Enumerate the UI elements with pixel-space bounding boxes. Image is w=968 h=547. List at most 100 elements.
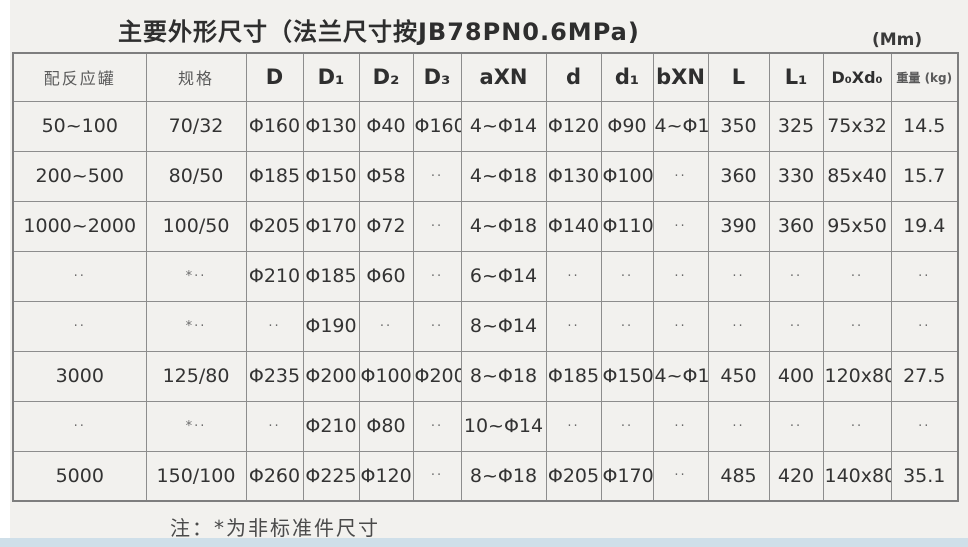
table-cell: Φ150 xyxy=(302,150,360,202)
table-cell: 400 xyxy=(768,350,824,402)
table-body: 50~100 70/32 Φ160 Φ130 Φ40 Φ160 4~Φ14 Φ120 Φ90 4~… xyxy=(12,100,959,502)
table-row: 3000 125/80 Φ235 Φ200 Φ100 Φ200 8~Φ18 Φ185 Φ150 4… xyxy=(12,350,959,402)
table-cell: Φ100 xyxy=(358,350,414,402)
table-cell: Φ160 xyxy=(245,100,304,152)
table-row: 50~100 70/32 Φ160 Φ130 Φ40 Φ160 4~Φ14 Φ120 Φ90 4~… xyxy=(12,100,959,152)
table-cell: 325 xyxy=(768,100,824,152)
table-cell: 95x50 xyxy=(822,200,892,252)
table-cell: ·· xyxy=(652,450,709,502)
table-cell: Φ170 xyxy=(302,200,360,252)
table-cell: ·· xyxy=(412,150,462,202)
footnote: 注：*为非标准件尺寸 xyxy=(170,516,380,540)
column-header: D₀Xd₀ xyxy=(822,52,892,102)
table-cell: ·· xyxy=(768,400,824,452)
table-cell: 485 xyxy=(707,450,770,502)
table-cell: ·· xyxy=(412,250,462,302)
table-cell: 100/50 xyxy=(145,200,247,252)
table-cell: 4~Φ18 xyxy=(460,150,547,202)
table-cell: Φ185 xyxy=(545,350,602,402)
table-cell: Φ150 xyxy=(600,350,654,402)
table-cell: 14.5 xyxy=(890,100,959,152)
table-cell: 420 xyxy=(768,450,824,502)
table-cell: 3000 xyxy=(12,350,147,402)
table-cell: Φ170 xyxy=(600,450,654,502)
table-cell: ·· xyxy=(412,200,462,252)
scan-bottom-edge xyxy=(0,538,968,547)
table-cell: Φ58 xyxy=(358,150,414,202)
table-cell: ·· xyxy=(600,300,654,352)
column-header: bXN xyxy=(652,52,709,102)
table-cell: 4~Φ14 xyxy=(652,100,709,152)
table-cell: Φ120 xyxy=(545,100,602,152)
table-cell: 360 xyxy=(768,200,824,252)
table-cell: *·· xyxy=(145,300,247,352)
table-cell: 125/80 xyxy=(145,350,247,402)
column-header: L₁ xyxy=(768,52,824,102)
table-cell: 150/100 xyxy=(145,450,247,502)
table-cell: ·· xyxy=(412,450,462,502)
column-header: D₂ xyxy=(358,52,414,102)
table-cell: ·· xyxy=(245,400,304,452)
table-cell: Φ100 xyxy=(600,150,654,202)
table-cell: ·· xyxy=(707,300,770,352)
table-cell: 15.7 xyxy=(890,150,959,202)
table-cell: ·· xyxy=(768,250,824,302)
column-header: L xyxy=(707,52,770,102)
table-cell: ·· xyxy=(245,300,304,352)
dimension-table: 配反应罐 规格 D D₁ D₂ D₃ aXN d d₁ bXN L L₁ D₀X… xyxy=(12,52,959,502)
table-cell: ·· xyxy=(890,400,959,452)
table-cell: Φ130 xyxy=(545,150,602,202)
table-cell: ·· xyxy=(652,400,709,452)
table-cell: Φ130 xyxy=(302,100,360,152)
table-cell: Φ60 xyxy=(358,250,414,302)
column-header: aXN xyxy=(460,52,547,102)
table-cell: 4~Φ18 xyxy=(460,200,547,252)
page-title: 主要外形尺寸（法兰尺寸按JB78PN0.6MPa) xyxy=(118,18,640,46)
table-cell: 75x32 xyxy=(822,100,892,152)
table-cell: ·· xyxy=(890,300,959,352)
table-cell: 120x80 xyxy=(822,350,892,402)
table-cell: 85x40 xyxy=(822,150,892,202)
table-cell: Φ260 xyxy=(245,450,304,502)
table-cell: 19.4 xyxy=(890,200,959,252)
table-cell: Φ90 xyxy=(600,100,654,152)
table-cell: ·· xyxy=(768,300,824,352)
table-cell: 4~Φ14 xyxy=(460,100,547,152)
table-cell: Φ210 xyxy=(302,400,360,452)
table-cell: ·· xyxy=(822,300,892,352)
table-cell: Φ225 xyxy=(302,450,360,502)
table-cell: Φ200 xyxy=(302,350,360,402)
table-cell: 6~Φ14 xyxy=(460,250,547,302)
table-cell: 27.5 xyxy=(890,350,959,402)
table-cell: ·· xyxy=(358,300,414,352)
table-cell: 360 xyxy=(707,150,770,202)
table-cell: ·· xyxy=(545,250,602,302)
table-cell: *·· xyxy=(145,250,247,302)
table-cell: 80/50 xyxy=(145,150,247,202)
column-header: 重量 (kg) xyxy=(890,52,959,102)
table-cell: 8~Φ14 xyxy=(460,300,547,352)
table-cell: Φ120 xyxy=(358,450,414,502)
table-row: 200~500 80/50 Φ185 Φ150 Φ58 ·· 4~Φ18 Φ130 Φ100 ··… xyxy=(12,150,959,202)
table-cell: 200~500 xyxy=(12,150,147,202)
table-cell: ·· xyxy=(652,150,709,202)
table-cell: Φ140 xyxy=(545,200,602,252)
table-row: ·· *·· ·· Φ190 ·· ·· 8~Φ14 ·· ·· ·· ·· ·· ·· ·· xyxy=(12,300,959,352)
table-cell: ·· xyxy=(890,250,959,302)
table-cell: ·· xyxy=(707,250,770,302)
table-cell: ·· xyxy=(822,400,892,452)
table-cell: Φ185 xyxy=(245,150,304,202)
column-header: 规格 xyxy=(145,52,247,102)
unit-label: (Mm) xyxy=(872,30,923,50)
table-cell: 350 xyxy=(707,100,770,152)
table-cell: Φ205 xyxy=(545,450,602,502)
table-row: 1000~2000 100/50 Φ205 Φ170 Φ72 ·· 4~Φ18 Φ140 Φ11… xyxy=(12,200,959,252)
table-cell: ·· xyxy=(822,250,892,302)
table-row: ·· *·· Φ210 Φ185 Φ60 ·· 6~Φ14 ·· ·· ·· ·· ·· ·· ·· xyxy=(12,250,959,302)
table-cell: Φ210 xyxy=(245,250,304,302)
table-cell: 70/32 xyxy=(145,100,247,152)
table-cell: ·· xyxy=(600,400,654,452)
table-cell: 50~100 xyxy=(12,100,147,152)
table-cell: 140x80 xyxy=(822,450,892,502)
